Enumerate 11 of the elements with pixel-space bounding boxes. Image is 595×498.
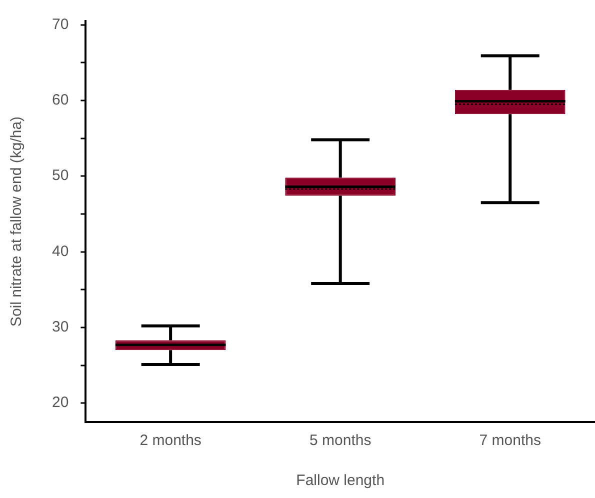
y-tick-label: 70 (52, 16, 69, 33)
y-tick-label: 30 (52, 318, 69, 336)
y-tick-label: 50 (52, 167, 69, 184)
x-axis-title: Fallow length (296, 472, 385, 490)
y-tick-label: 20 (52, 394, 69, 412)
y-tick-label: 40 (52, 242, 69, 260)
y-axis-title: Soil nitrate at fallow end (kg/ha) (8, 116, 26, 327)
x-tick-label: 2 months (140, 432, 202, 450)
y-tick-label: 60 (52, 92, 69, 109)
x-tick-label: 5 months (309, 432, 372, 450)
x-tick-label: 7 months (479, 432, 541, 450)
